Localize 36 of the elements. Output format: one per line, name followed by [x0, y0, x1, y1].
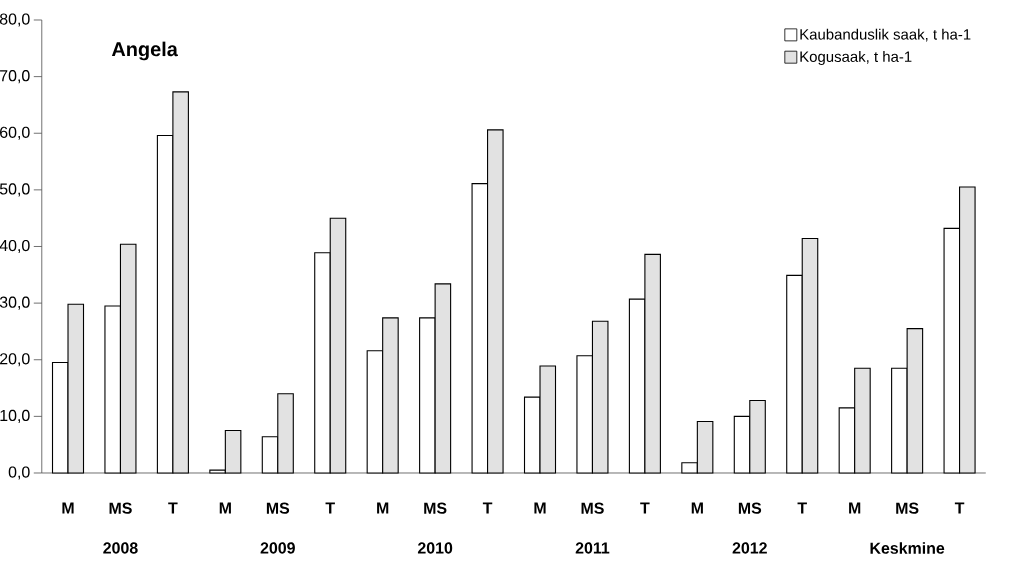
y-tick-label: 30,0	[0, 296, 30, 310]
x-tick-label: T	[325, 502, 335, 514]
x-tick-label: MS	[738, 502, 762, 514]
y-tick-label: 40,0	[0, 239, 30, 254]
legend-label: Kaubanduslik saak, t ha-1	[800, 28, 971, 42]
x-tick-label: M	[62, 502, 74, 514]
x-tick-label: M	[849, 502, 861, 514]
x-tick-label: M	[534, 502, 546, 514]
x-tick-label: MS	[424, 502, 447, 514]
y-tick-label: 80,0	[0, 13, 30, 27]
legend-label: Kogusaak, t ha-1	[800, 51, 912, 65]
text: 2012	[732, 542, 767, 554]
x-tick-label: M	[219, 502, 231, 514]
x-tick-label: MS	[581, 502, 604, 514]
y-tick-label: 20,0	[0, 353, 30, 367]
y-tick-label: 70,0	[0, 70, 30, 84]
x-tick-label: T	[482, 502, 493, 514]
text: 2009	[260, 542, 295, 554]
text: 2010	[417, 542, 453, 554]
text: Angela	[111, 41, 178, 61]
y-tick-label: 0,0	[8, 466, 30, 480]
x-tick-label: MS	[109, 502, 132, 514]
x-tick-label: T	[640, 502, 650, 514]
text: Keskmine	[870, 542, 945, 554]
y-tick-label: 10,0	[0, 409, 30, 423]
text: 2008	[103, 542, 138, 554]
y-tick-label: 50,0	[0, 183, 30, 197]
x-tick-label: MS	[896, 502, 919, 514]
text: 2011	[575, 542, 610, 554]
x-tick-label: M	[377, 502, 389, 514]
x-tick-label: T	[954, 502, 965, 514]
x-tick-label: T	[797, 502, 807, 514]
x-tick-label: M	[691, 502, 703, 514]
y-tick-label: 60,0	[0, 126, 30, 140]
x-tick-label: T	[168, 502, 178, 514]
x-tick-label: MS	[266, 502, 290, 514]
